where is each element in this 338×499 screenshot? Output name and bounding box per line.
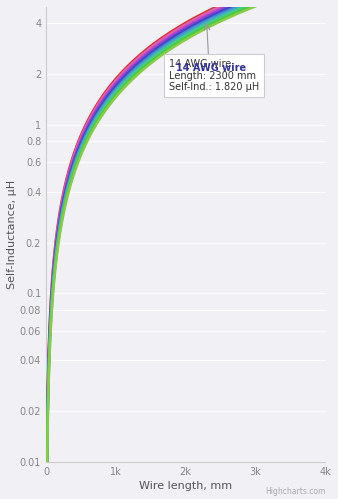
Text: 14 AWG wire
Length: 2300 mm
Self-Ind.: 1.820 μH: 14 AWG wire Length: 2300 mm Self-Ind.: 1…: [169, 59, 259, 92]
Text: Highcharts.com: Highcharts.com: [265, 487, 325, 496]
Text: 14 AWG wire: 14 AWG wire: [176, 63, 246, 73]
Y-axis label: Self-Inductance, μH: Self-Inductance, μH: [7, 180, 17, 289]
X-axis label: Wire length, mm: Wire length, mm: [139, 481, 232, 491]
